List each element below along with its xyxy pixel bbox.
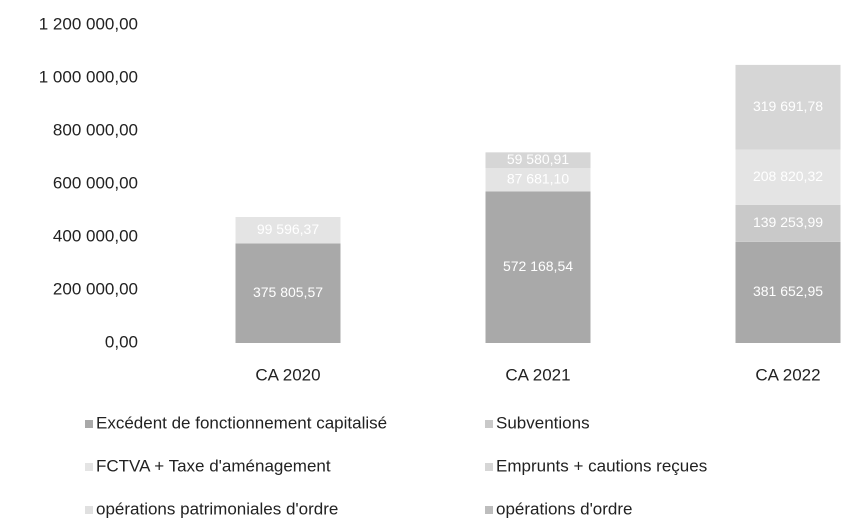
bar-segment: [235, 243, 341, 343]
x-tick-label: CA 2021: [505, 365, 570, 384]
y-tick-label: 800 000,00: [53, 120, 138, 139]
bar-segment: [735, 204, 841, 242]
x-tick-label: CA 2022: [755, 365, 820, 384]
legend-marker: [85, 506, 93, 514]
legend-marker: [485, 463, 493, 471]
bar-segment: [735, 241, 841, 343]
y-tick-label: 1 000 000,00: [39, 67, 138, 86]
legend-label: Excédent de fonctionnement capitalisé: [96, 413, 387, 432]
bar-segment: [485, 168, 591, 192]
legend-marker: [485, 506, 493, 514]
legend-marker: [85, 420, 93, 428]
data-label: 139 253,99: [753, 214, 823, 230]
legend-label: Subventions: [496, 413, 590, 432]
legend-label: Emprunts + cautions reçues: [496, 456, 707, 475]
x-tick-label: CA 2020: [255, 365, 320, 384]
bar-segment: [735, 149, 841, 205]
data-label: 375 805,57: [253, 284, 323, 300]
legend-label: FCTVA + Taxe d'aménagement: [96, 456, 331, 475]
legend-marker: [85, 463, 93, 471]
legend-label: opérations patrimoniales d'ordre: [96, 499, 338, 518]
y-tick-label: 600 000,00: [53, 173, 138, 192]
bar-segment: [235, 217, 341, 244]
data-label: 208 820,32: [753, 168, 823, 184]
data-label: 99 596,37: [257, 221, 319, 237]
legend-label: opérations d'ordre: [496, 499, 633, 518]
data-label: 572 168,54: [503, 258, 573, 274]
y-tick-label: 200 000,00: [53, 279, 138, 298]
legend-marker: [485, 420, 493, 428]
data-label: 59 580,91: [507, 151, 569, 167]
bar-segment: [735, 64, 841, 150]
bar-segment: [485, 152, 591, 169]
bar-segment: [485, 191, 591, 343]
data-label: 87 681,10: [507, 170, 569, 186]
y-tick-label: 1 200 000,00: [39, 14, 138, 33]
y-tick-label: 400 000,00: [53, 226, 138, 245]
data-label: 319 691,78: [753, 98, 823, 114]
data-label: 381 652,95: [753, 283, 823, 299]
y-tick-label: 0,00: [105, 332, 138, 351]
